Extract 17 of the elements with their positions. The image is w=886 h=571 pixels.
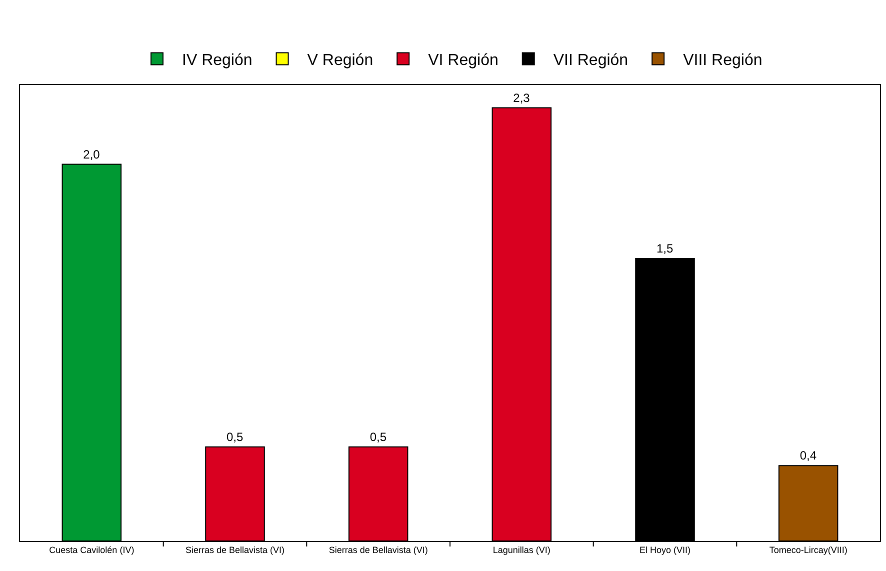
legend-label: V Región [307, 52, 374, 70]
data-label: 0,5 [370, 430, 387, 444]
legend-label: VI Región [428, 52, 498, 70]
x-tick-label: Lagunillas (VI) [492, 544, 550, 555]
data-label: 0,5 [226, 430, 244, 444]
x-tick-label: El Hoyo (VII) [639, 544, 691, 555]
data-label: 2,3 [513, 90, 530, 105]
x-tick-label: Sierras de Bellavista (VI) [328, 544, 428, 555]
data-label: 0,4 [800, 448, 817, 463]
legend-label: IV Región [182, 52, 252, 70]
data-label: 1,5 [656, 241, 674, 256]
x-tick-label: Tomeco-Lircay(VIII) [769, 544, 848, 555]
x-tick-label: Sierras de Bellavista (VI) [185, 544, 285, 555]
data-label: 2,0 [83, 147, 100, 162]
x-tick-label: Cuesta Cavilolén (IV) [49, 544, 134, 555]
legend-label: VIII Región [683, 52, 762, 70]
legend-label: VII Región [553, 52, 628, 70]
